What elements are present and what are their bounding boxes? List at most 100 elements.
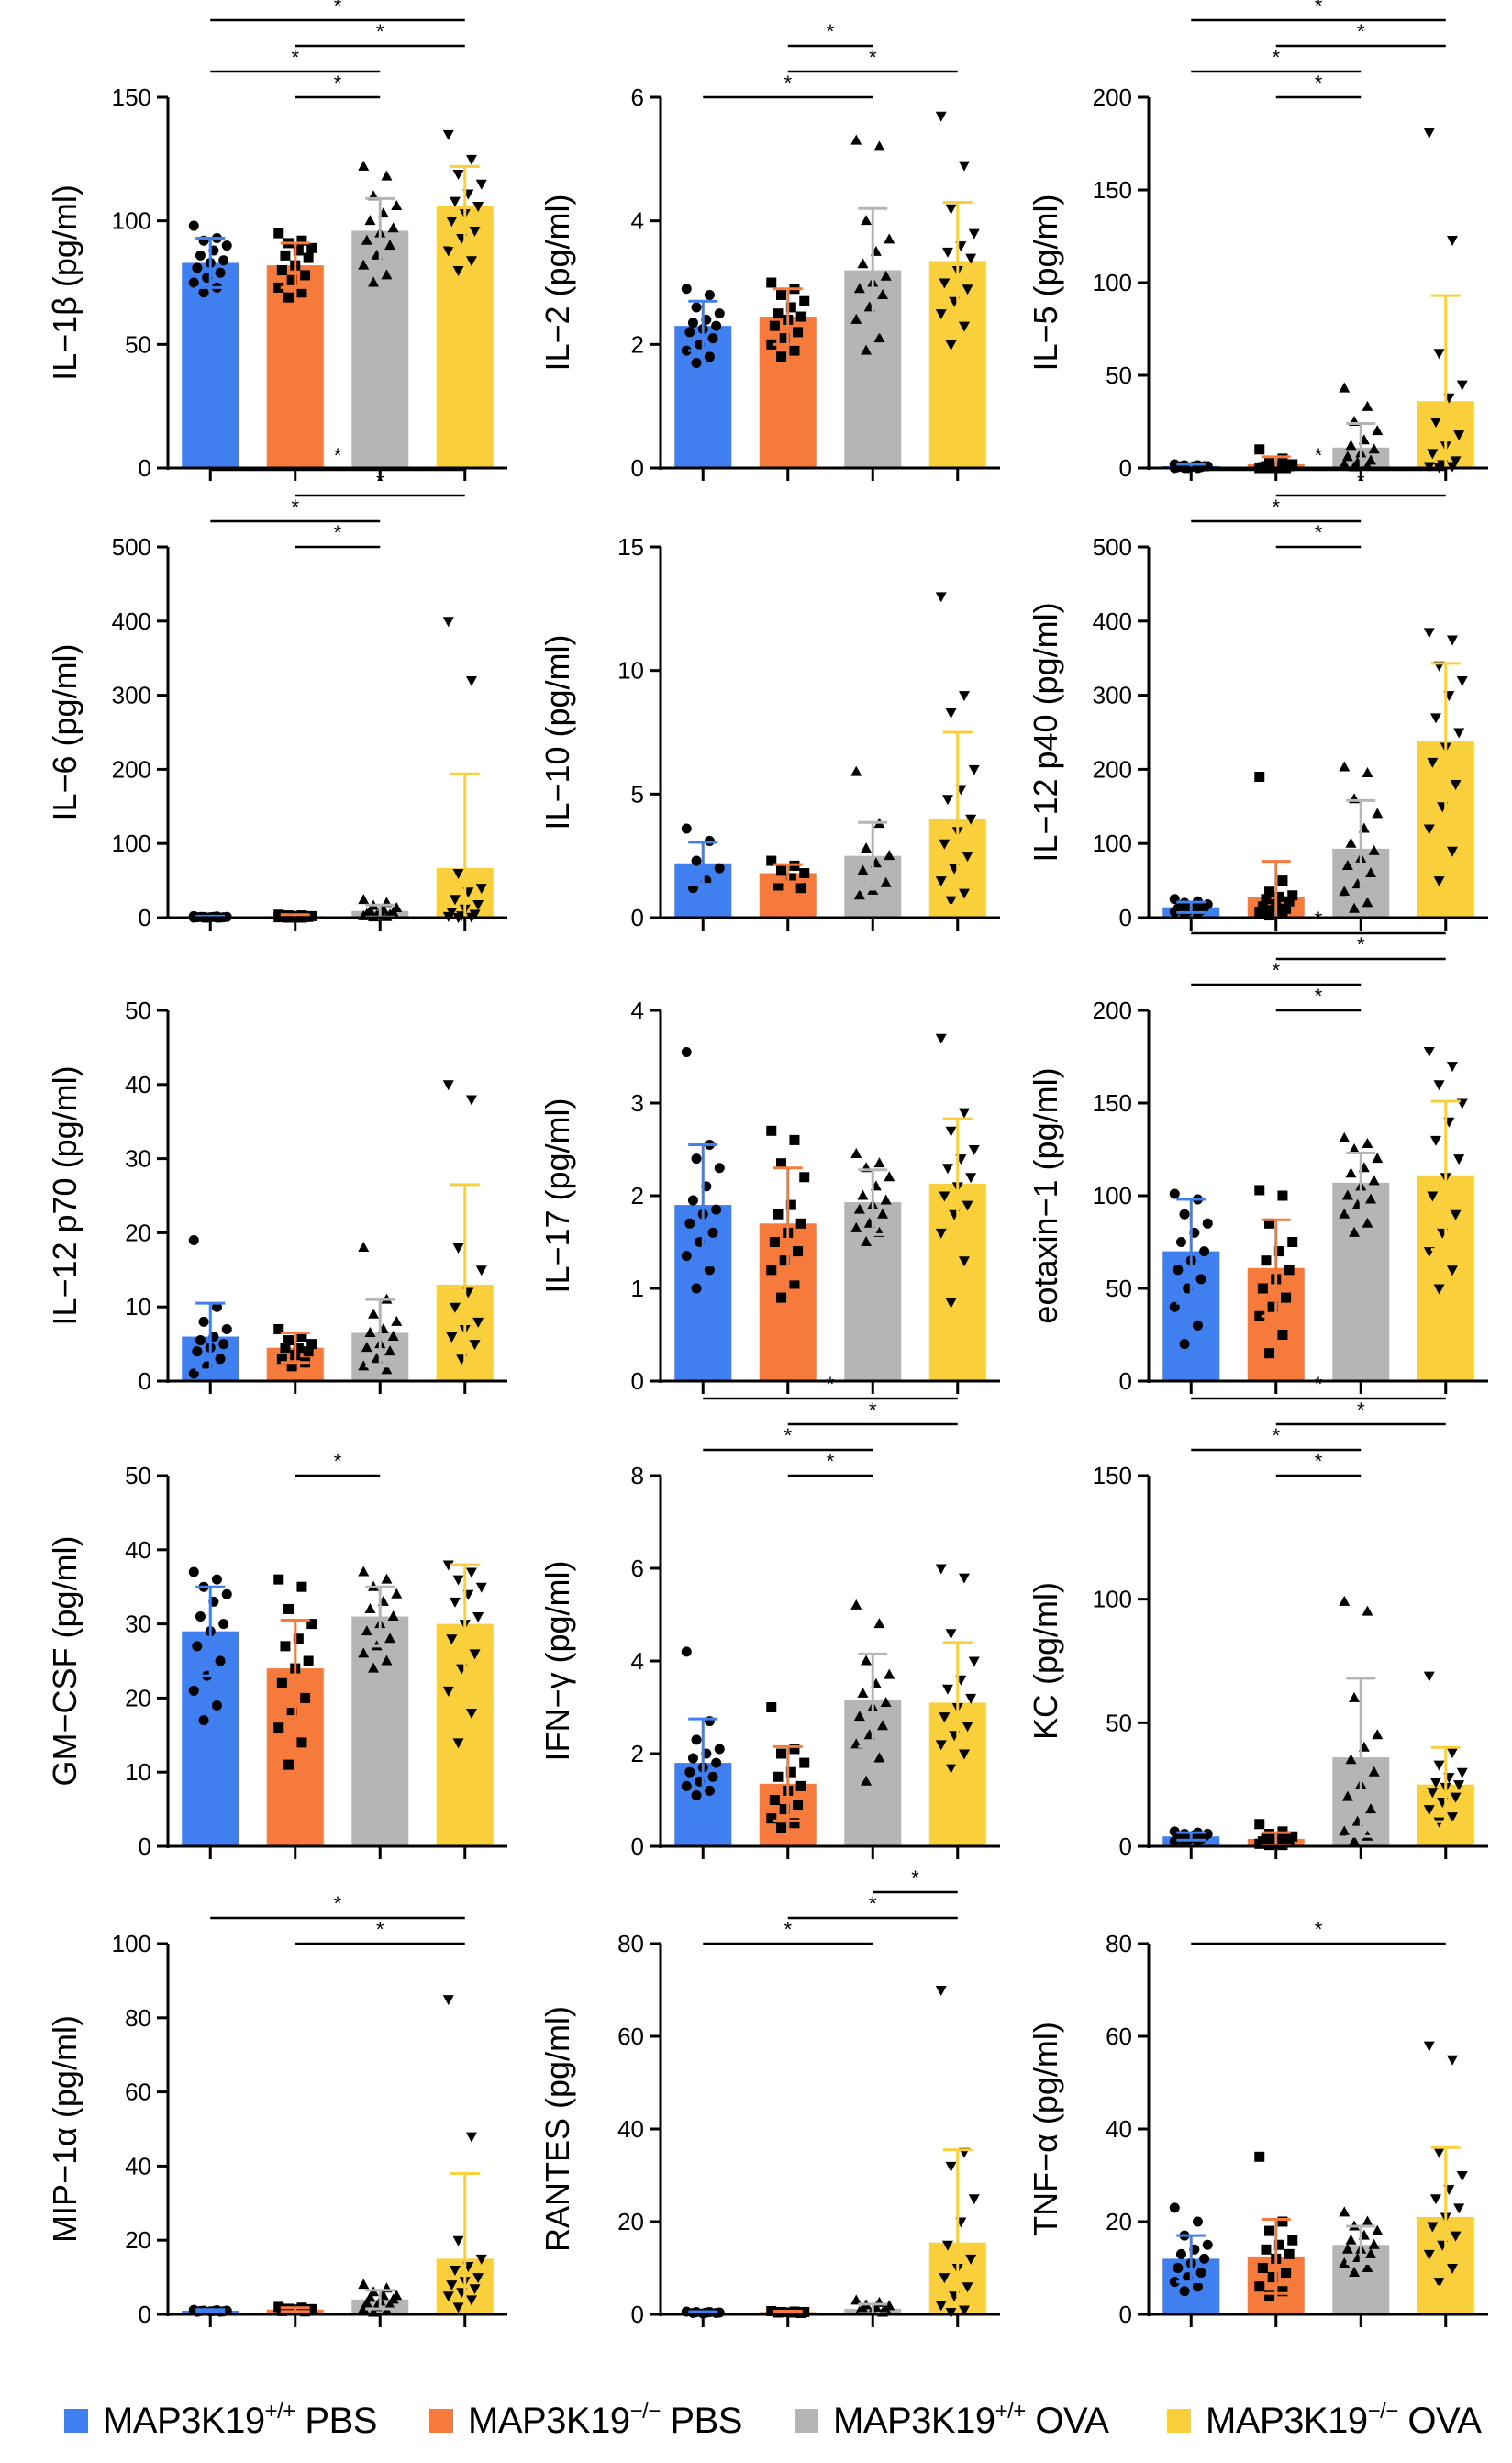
panel-8-point-g4-12 — [935, 1228, 947, 1239]
panel-9-point-g1-9 — [1173, 1265, 1184, 1276]
panel-7-point-g3-10 — [384, 1345, 396, 1356]
panel-8-point-g3-6 — [857, 1189, 869, 1200]
panel-9-point-g2-13 — [1277, 1330, 1288, 1340]
panel-2-point-g4-10 — [962, 284, 973, 295]
panel-9-sig-star-4: * — [1315, 985, 1323, 1008]
panel-2-point-g4-14 — [945, 340, 957, 351]
panel-12-point-g3-12 — [1339, 1825, 1351, 1836]
panel-4-sig-star-2: * — [376, 470, 384, 493]
panel-10-point-g3-4 — [391, 1588, 403, 1599]
panel-11-sig-star-1: * — [827, 1373, 835, 1396]
panel-10-point-g1-6 — [195, 1611, 206, 1622]
panel-2-ytick-label-3: 4 — [631, 207, 644, 235]
panel-15-point-g2-11 — [1267, 2272, 1278, 2283]
panel-12-ytick-label-2: 50 — [1106, 1709, 1132, 1736]
panel-9-point-g2-14 — [1264, 1348, 1275, 1359]
panel-9-ytick-label-3: 100 — [1093, 1182, 1132, 1209]
panel-8-point-g4-7 — [965, 1173, 977, 1184]
panel-13-ytick-label-1: 0 — [139, 2301, 151, 2328]
panel-6-point-g2-6 — [1261, 894, 1272, 905]
legend-item-ko-ova: MAP3K19−/− OVA — [1167, 2398, 1482, 2441]
panel-11-point-g2-11 — [779, 1804, 790, 1815]
panel-7-point-g2-7 — [303, 1346, 314, 1357]
panel-9-point-g3-4 — [1372, 1153, 1384, 1164]
panel-3-sig-star-3: * — [1272, 46, 1280, 69]
panel-1-point-g3-6 — [364, 215, 376, 226]
panel-2-point-g3-14 — [861, 344, 873, 355]
panel-11-point-g1-10 — [707, 1771, 718, 1782]
panel-11-point-g4-6 — [941, 1684, 953, 1695]
panel-13-sig-star-1: * — [334, 1892, 342, 1915]
panel-13-point-g3-1 — [358, 2279, 370, 2290]
panel-10-point-g2-12 — [273, 1722, 284, 1733]
panel-3-point-g3-12 — [1339, 458, 1351, 469]
panel-8-point-g2-10 — [793, 1246, 804, 1257]
panel-11-point-g2-13 — [789, 1818, 800, 1829]
panel-6-point-g3-7 — [1368, 844, 1380, 855]
panel-7-ytick-label-2: 10 — [125, 1293, 151, 1321]
panel-5-point-g4-7 — [965, 814, 977, 825]
panel-7-point-g1-1 — [188, 1234, 199, 1245]
panel-9-ytick-label-1: 0 — [1119, 1367, 1132, 1395]
panel-1-point-g4-4 — [475, 179, 487, 190]
panel-11-point-g2-10 — [793, 1800, 804, 1811]
panel-2-ytick-label-2: 2 — [631, 330, 644, 358]
panel-6-point-g2-14 — [1264, 910, 1275, 921]
panel-4-point-g4-4 — [475, 884, 487, 895]
panel-11-point-g2-3 — [776, 1748, 787, 1759]
panel-15-ytick-label-2: 20 — [1106, 2208, 1132, 2235]
panel-7-point-g1-6 — [195, 1335, 206, 1346]
panel-11-ytick-label-3: 4 — [631, 1647, 644, 1675]
panel-10-point-g2-10 — [300, 1692, 311, 1703]
legend-label-ko-ova: MAP3K19−/− OVA — [1206, 2398, 1482, 2441]
panel-5-point-g4-13 — [958, 888, 970, 899]
panel-10-point-g3-2 — [381, 1573, 393, 1584]
panel-1-point-g2-11 — [286, 274, 297, 285]
panel-6-point-g4-6 — [1429, 713, 1441, 724]
legend-label-wt-pbs: MAP3K19+/+ PBS — [103, 2398, 377, 2441]
panel-7-ytick-label-1: 0 — [139, 1367, 151, 1395]
panel-1-bar-3 — [351, 230, 409, 468]
panel-6-point-g3-1 — [1339, 761, 1351, 772]
panel-11-point-g2-6 — [773, 1771, 784, 1782]
panel-9-point-g2-12 — [1254, 1310, 1265, 1321]
panel-5-ytick-label-3: 10 — [617, 657, 644, 685]
panel-3-point-g2-2 — [1277, 453, 1288, 464]
panel-10-point-g2-13 — [296, 1737, 307, 1748]
panel-6-sig-star-4: * — [1315, 521, 1323, 544]
panel-6-point-g3-2 — [1362, 766, 1373, 777]
panel-11-point-g3-13 — [873, 1752, 885, 1763]
panel-3-ytick-label-1: 0 — [1119, 454, 1132, 482]
panel-8-point-g1-7 — [711, 1204, 722, 1215]
panel-10-point-g3-6 — [364, 1602, 376, 1613]
panel-10-point-g2-11 — [286, 1708, 297, 1719]
panel-11-point-g1-4 — [714, 1744, 725, 1755]
panel-9-point-g4-14 — [1433, 1284, 1445, 1295]
panel-7-ylabel: IL−12 p70 (pg/ml) — [46, 1065, 83, 1325]
panel-1-ylabel: IL−1β (pg/ml) — [46, 184, 83, 381]
panel-6-point-g3-13 — [1362, 897, 1373, 908]
panel-10-point-g4-14 — [452, 1738, 464, 1749]
panel-12-point-g4-9 — [1427, 1788, 1439, 1799]
panel-6-point-g3-14 — [1349, 902, 1361, 913]
panel-7-point-g3-1 — [358, 1242, 370, 1253]
legend-label-wt-ova: MAP3K19+/+ OVA — [833, 2398, 1109, 2441]
panel-15-point-g4-10 — [1450, 2231, 1462, 2242]
panel-12-ytick-label-4: 150 — [1093, 1462, 1132, 1489]
panel-10-point-g3-7 — [387, 1610, 399, 1622]
panel-12-ytick-label-1: 0 — [1119, 1833, 1132, 1860]
panel-14-point-g4-4 — [968, 2194, 980, 2205]
panel-15-point-g3-2 — [1362, 2215, 1373, 2226]
panel-1-bar-1 — [182, 262, 239, 468]
panel-6-point-g3-12 — [1339, 886, 1351, 897]
panel-13-point-g4-10 — [469, 2284, 481, 2295]
panel-13-sig-star-2: * — [376, 1918, 384, 1941]
panel-8-point-g3-9 — [853, 1203, 865, 1214]
panel-5-point-g3-4 — [884, 850, 895, 861]
panel-13-point-g4-1 — [442, 1995, 454, 2006]
panel-11-ytick-label-4: 6 — [631, 1555, 644, 1582]
panel-9-point-g4-6 — [1429, 1135, 1441, 1146]
panel-9-point-g4-1 — [1423, 1046, 1435, 1057]
panel-4-ylabel: IL−6 (pg/ml) — [46, 643, 83, 820]
panel-1-point-g1-1 — [188, 220, 199, 231]
